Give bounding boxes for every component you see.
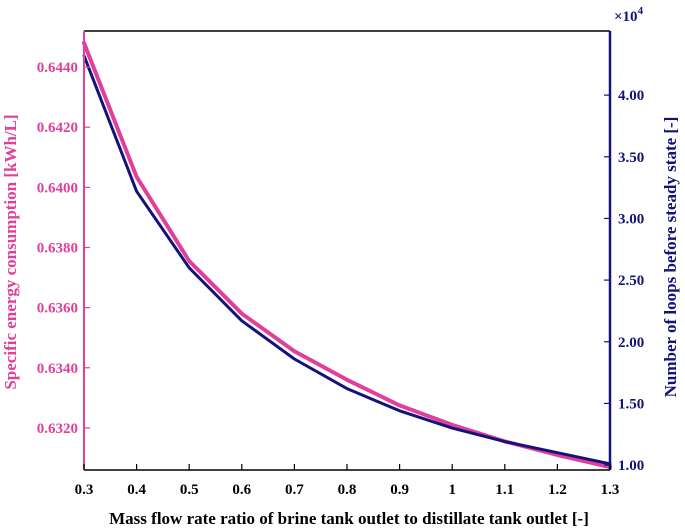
y-right-tick-label: 2.00 (618, 335, 644, 351)
x-tick-label: 1.1 (495, 482, 514, 498)
x-tick-label: 0.8 (338, 482, 357, 498)
y-right-tick-label: 4.00 (618, 88, 644, 104)
y-right-exponent: ×104 (614, 5, 644, 25)
y-left-tick-label: 0.6440 (37, 60, 78, 76)
energy-consumption-line (82, 41, 612, 469)
y-left-axis-title: Specific energy consumption [kWh/L] (1, 114, 20, 389)
y-right-tick-label: 3.00 (618, 211, 644, 227)
x-tick-label: 1.2 (548, 482, 567, 498)
x-tick-label: 0.5 (180, 482, 199, 498)
y-right-axis-title: Number of loops before steady state [-] (661, 117, 680, 398)
x-tick-label: 0.6 (232, 482, 251, 498)
x-tick-label: 1 (448, 482, 456, 498)
plot-frame (83, 30, 612, 471)
y-left-tick-label: 0.6420 (37, 120, 78, 136)
y-left-tick-label: 0.6380 (37, 240, 78, 256)
y-left-tick-label: 0.6400 (37, 180, 78, 196)
y-right-tick-label: 1.00 (618, 458, 644, 474)
y-left-tick-label: 0.6320 (37, 421, 78, 437)
series-layer (82, 41, 612, 469)
x-tick-label: 1.3 (601, 482, 620, 498)
y-left-tick-label: 0.6360 (37, 301, 78, 317)
x-axis-title: Mass flow rate ratio of brine tank outle… (109, 509, 589, 528)
y-right-tick-label: 1.50 (618, 396, 644, 412)
loops-count-line (82, 54, 612, 466)
y-left-tick-label: 0.6340 (37, 361, 78, 377)
exponent-power: 4 (638, 5, 644, 17)
x-tick-label: 0.4 (127, 482, 146, 498)
exponent-base: ×10 (614, 9, 638, 25)
y-right-tick-label: 2.50 (618, 273, 644, 289)
tick-layer: 0.3 0.4 0.5 0.6 0.7 0.8 0.9 1 1.1 1.2 1.3 0.6320 0.6… (37, 60, 645, 498)
y-right-tick-label: 3.50 (618, 150, 644, 166)
x-tick-label: 0.9 (390, 482, 409, 498)
x-tick-label: 0.3 (75, 482, 94, 498)
x-tick-label: 0.7 (285, 482, 304, 498)
